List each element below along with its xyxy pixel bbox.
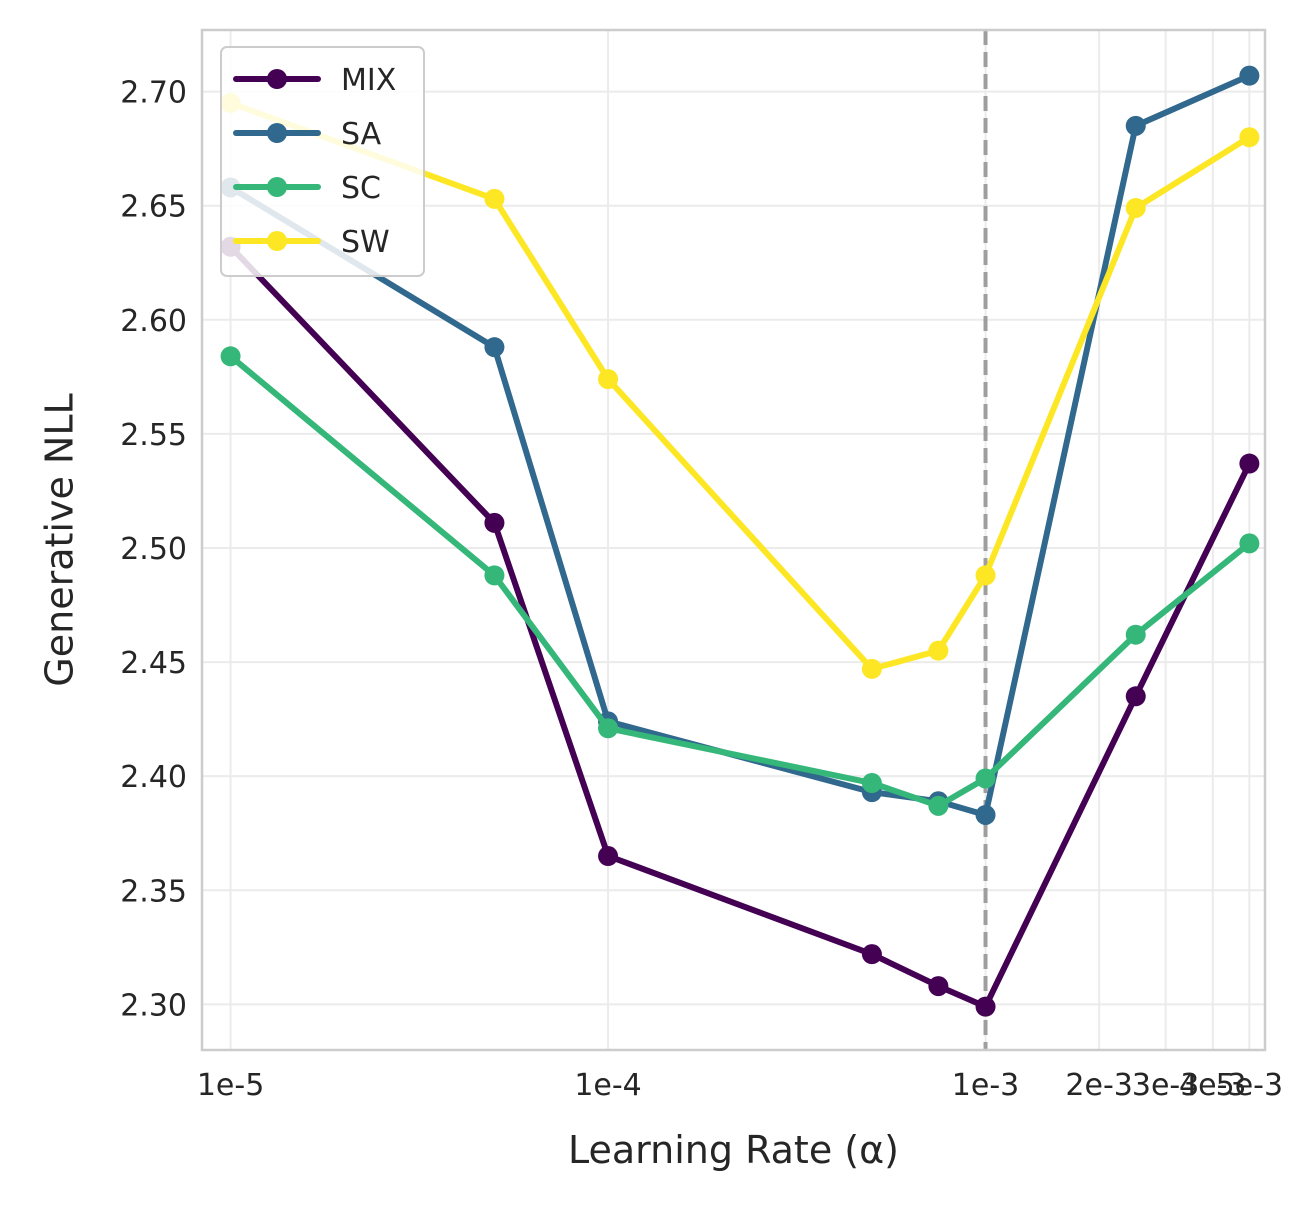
legend-label-sa: SA	[341, 117, 382, 152]
data-point-sa-5	[975, 804, 996, 825]
data-point-mix-7	[1239, 453, 1260, 474]
data-point-mix-2	[598, 846, 619, 867]
y-tick-label-6: 2.60	[120, 304, 187, 339]
data-point-sc-3	[861, 773, 882, 794]
x-tick-label-1: 1e-4	[574, 1068, 641, 1103]
y-tick-label-8: 2.70	[120, 76, 187, 111]
y-axis-ticks: 2.30 2.35 2.40 2.45 2.50 2.55 2.60 2.65 2.70	[120, 76, 187, 1024]
data-point-sw-5	[975, 565, 996, 586]
x-tick-label-0: 1e-5	[197, 1068, 264, 1103]
y-tick-label-2: 2.40	[120, 760, 187, 795]
legend-label-sw: SW	[341, 225, 390, 260]
data-point-sc-4	[928, 795, 949, 816]
legend-box	[220, 46, 425, 277]
series-line-sc	[227, 353, 1253, 809]
legend-item-sc: SC	[233, 171, 381, 206]
data-point-sa-6	[1125, 115, 1146, 136]
x-axis-label: Learning Rate (α)	[568, 1128, 899, 1172]
data-point-sc-7	[1239, 533, 1260, 554]
data-point-sw-7	[1239, 127, 1260, 148]
data-point-sw-1	[484, 188, 505, 209]
data-point-sc-0	[220, 346, 241, 367]
x-tick-label-5: 4e-3	[1179, 1068, 1246, 1103]
y-tick-label-1: 2.35	[120, 874, 187, 909]
legend: MIX SA SC SW	[220, 46, 425, 277]
legend-item-mix: MIX	[233, 63, 396, 98]
y-tick-label-5: 2.55	[120, 418, 187, 453]
data-point-mix-3	[861, 944, 882, 965]
data-point-mix-4	[928, 976, 949, 997]
x-tick-label-6: 5e-3	[1216, 1068, 1283, 1103]
legend-item-sa: SA	[233, 117, 382, 152]
data-point-sw-3	[861, 658, 882, 679]
data-point-sa-7	[1239, 65, 1260, 86]
y-tick-label-4: 2.50	[120, 532, 187, 567]
data-point-mix-6	[1125, 686, 1146, 707]
x-tick-label-3: 2e-3	[1065, 1068, 1132, 1103]
data-point-sc-6	[1125, 624, 1146, 645]
data-point-sw-4	[928, 640, 949, 661]
y-tick-label-3: 2.45	[120, 646, 187, 681]
legend-marker-sw	[267, 231, 287, 251]
data-point-mix-5	[975, 996, 996, 1017]
legend-marker-mix	[267, 69, 287, 89]
data-point-sw-2	[598, 369, 619, 390]
series-line-sw	[227, 100, 1253, 672]
legend-label-sc: SC	[341, 171, 381, 206]
data-point-mix-1	[484, 512, 505, 533]
y-tick-label-7: 2.65	[120, 190, 187, 225]
plot-frame	[200, 28, 1267, 1052]
y-tick-label-0: 2.30	[120, 988, 187, 1023]
data-point-sc-1	[484, 565, 505, 586]
legend-marker-sa	[267, 123, 287, 143]
data-point-sc-2	[598, 718, 619, 739]
y-axis-label: Generative NLL	[38, 393, 82, 686]
x-tick-label-4: 3e-3	[1132, 1068, 1199, 1103]
legend-marker-sc	[267, 177, 287, 197]
data-point-sa-1	[484, 337, 505, 358]
series-line-mix	[227, 243, 1253, 1010]
data-point-sw-6	[1125, 197, 1146, 218]
x-axis-ticks: 1e-5 1e-4 1e-3 2e-3 3e-34e-35e-3	[197, 1068, 1283, 1103]
series-sc	[220, 346, 1260, 816]
legend-label-mix: MIX	[341, 63, 396, 98]
legend-item-sw: SW	[233, 225, 390, 260]
series-layer	[220, 65, 1260, 1017]
data-point-sc-5	[975, 768, 996, 789]
series-mix	[220, 236, 1260, 1017]
x-tick-label-2: 1e-3	[952, 1068, 1019, 1103]
